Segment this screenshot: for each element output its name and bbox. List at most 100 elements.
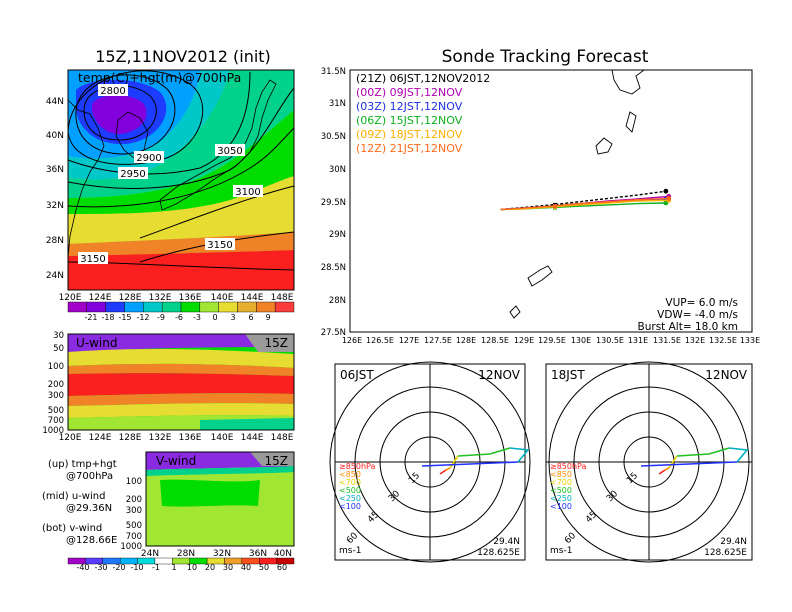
cb-label: 0 <box>212 313 217 322</box>
y-tick-label: 1000 <box>42 426 64 436</box>
lon-label: 128.625E <box>704 548 747 558</box>
x-tick-label: 126E <box>342 336 362 345</box>
level-item: ≥850hPa <box>550 462 587 471</box>
trace-segment <box>668 455 678 469</box>
colorbar-swatch <box>276 557 295 565</box>
lat-label: 29.4N <box>720 537 747 547</box>
map-panel <box>67 69 295 291</box>
uwind-x-ticks: 120E 124E 128E 132E 136E 140E 144E 148E <box>59 433 294 443</box>
cb-label: -18 <box>101 313 114 322</box>
x-tick-label: 148E <box>271 433 294 443</box>
island <box>625 111 637 133</box>
map-contour-labels: 2800 2900 2950 3050 3100 3150 3150 <box>78 84 263 265</box>
legend-entry: (00Z) 09JST,12NOV <box>356 86 463 99</box>
vwind-y-ticks: 100 200 300 500 700 1000 <box>120 477 142 552</box>
land-china-coast <box>67 99 105 259</box>
x-tick-label: 130E <box>571 336 591 345</box>
y-tick-label: 31N <box>329 99 346 109</box>
track-y-ticks: 31.5N 31N 30.5N 30N 29.5N 29N 28.5N 28N … <box>321 67 346 338</box>
trace-segment <box>640 461 738 467</box>
uwind-time: 15Z <box>265 336 289 350</box>
legend-entry: (03Z) 12JST,12NOV <box>356 100 463 113</box>
notes: (up) tmp+hgt @700hPa (mid) u-wind @29.36… <box>42 459 117 546</box>
x-tick-label: 140E <box>211 293 234 303</box>
colorbar-swatch <box>218 301 238 313</box>
contour-3100 <box>139 185 295 239</box>
map-title: 15Z,11NOV2012 (init) <box>95 47 271 66</box>
vwind-x-ticks: 24N 28N 32N 36N 40N <box>141 549 292 559</box>
vwind-title: V-wind <box>156 454 196 468</box>
y-tick-label: 31.5N <box>321 67 346 77</box>
y-tick-label: 200 <box>48 380 64 390</box>
track-legend: (21Z) 06JST,12NOV2012 (00Z) 09JST,12NOV … <box>356 72 490 155</box>
temperature-band <box>68 70 294 198</box>
y-tick-label: 29.5N <box>321 198 346 208</box>
contour-label: 3150 <box>80 254 105 265</box>
x-tick-label: 130.5E <box>596 336 624 345</box>
cb-label: 10 <box>187 563 197 572</box>
x-tick-label: 133E <box>740 336 760 345</box>
x-tick-label: 128E <box>456 336 476 345</box>
trace-segment <box>664 467 670 471</box>
cb-label: -3 <box>193 313 201 322</box>
polar-rings <box>329 361 531 563</box>
x-tick-label: 127.5E <box>424 336 452 345</box>
level-item: <500 <box>339 486 361 495</box>
trace-segment <box>445 467 451 471</box>
temp-colorbar-labels: -21 -18 -15 -12 -9 -6 -3 0 3 6 9 <box>84 313 270 322</box>
track-frame <box>349 69 753 333</box>
temperature-band <box>68 250 294 290</box>
contour-label: 3050 <box>217 146 242 157</box>
colorbar-swatch <box>256 301 276 313</box>
polar-trace <box>421 447 530 476</box>
island <box>509 305 521 319</box>
colorbar-swatch <box>124 301 144 313</box>
contour-3000 <box>67 87 295 189</box>
level-item: <850 <box>550 470 572 479</box>
wind-colorbar-labels: -40 -30 -20 -10 -1 1 10 20 30 40 50 60 <box>76 563 287 572</box>
polar-date: 12NOV <box>478 368 520 382</box>
track-endpoint <box>666 195 672 201</box>
trace-segment <box>509 447 530 463</box>
colorbar-swatch <box>143 301 163 313</box>
unit-label: ms-1 <box>550 546 572 556</box>
track-panel <box>349 69 753 333</box>
y-tick-label: 24N <box>46 271 64 281</box>
polar-18jst: 18JST 12NOV 15 30 45 60 ≥850hPa <850 <70… <box>545 361 753 563</box>
annotation-burst: Burst Alt= 18.0 km <box>638 321 738 333</box>
lat-label: 29.4N <box>493 537 520 547</box>
x-tick-label: 131E <box>628 336 648 345</box>
cb-label: -6 <box>175 313 183 322</box>
x-tick-label: 144E <box>241 433 264 443</box>
level-item: <700 <box>339 478 361 487</box>
y-tick-label: 100 <box>48 362 64 372</box>
colorbar-swatch <box>105 301 125 313</box>
trace-segment <box>728 447 749 463</box>
y-tick-label: 500 <box>126 521 142 531</box>
y-tick-label: 200 <box>126 495 142 505</box>
level-legend: ≥850hPa <850 <700 <500 <250 <100 <box>339 462 376 511</box>
y-tick-label: 28N <box>46 236 64 246</box>
legend-entry: (06Z) 15JST,12NOV <box>356 114 463 127</box>
cb-label: 30 <box>223 563 233 572</box>
level-legend: ≥850hPa <850 <700 <500 <250 <100 <box>550 462 587 511</box>
cb-label: -20 <box>112 563 125 572</box>
track-series <box>500 188 672 211</box>
y-tick-label: 300 <box>126 506 142 516</box>
contour-label: 3100 <box>235 187 260 198</box>
polar-title: 06JST <box>340 368 374 382</box>
x-tick-label: 132E <box>149 293 172 303</box>
map-y-ticks: 44N 40N 36N 32N 28N 24N <box>46 97 64 281</box>
cb-label: -10 <box>130 563 143 572</box>
temperature-band <box>92 95 147 134</box>
x-tick-label: 129E <box>514 336 534 345</box>
x-tick-label: 136E <box>179 293 202 303</box>
note-line: (up) tmp+hgt <box>48 459 117 470</box>
cb-label: 60 <box>277 563 287 572</box>
colorbar-swatch <box>237 301 257 313</box>
colorbar-swatch <box>180 301 201 313</box>
lon-label: 128.625E <box>477 548 520 558</box>
cb-label: -9 <box>157 313 165 322</box>
x-tick-label: 36N <box>249 549 267 559</box>
y-tick-label: 30.5N <box>321 132 346 142</box>
